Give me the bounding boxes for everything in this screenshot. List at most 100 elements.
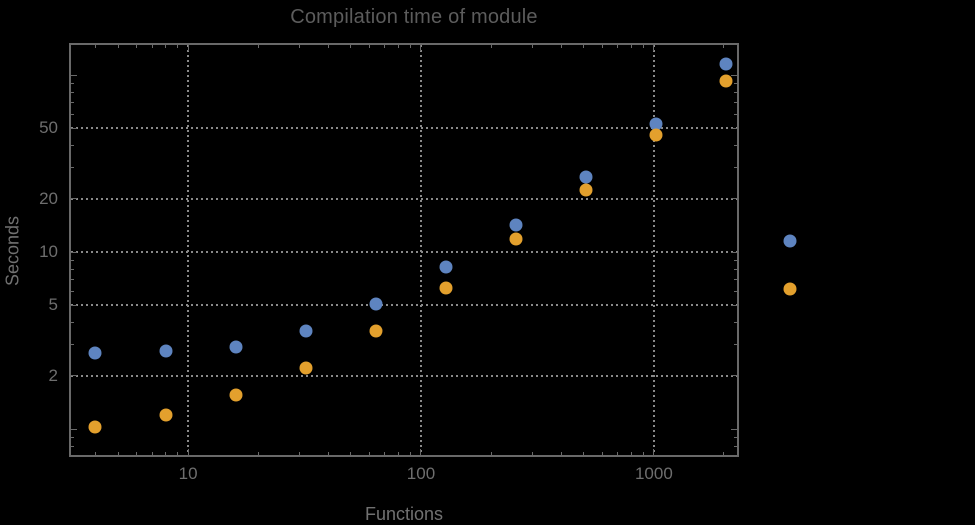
legend-marker-blue <box>783 234 797 248</box>
x-tick-top <box>350 45 352 48</box>
y-tick-left <box>71 375 77 377</box>
x-tick-bottom <box>409 452 411 455</box>
data-point-series-2-orange <box>509 232 523 246</box>
x-tick-label: 1000 <box>634 464 673 483</box>
vertical-gridline <box>652 45 655 455</box>
y-tick-right <box>731 428 737 430</box>
y-tick-left <box>71 279 74 280</box>
y-tick-right <box>734 113 737 115</box>
x-tick-bottom <box>490 452 492 455</box>
x-tick-top <box>165 45 167 48</box>
y-tick-right <box>731 251 737 253</box>
x-tick-top <box>257 45 259 48</box>
horizontal-gridline <box>71 304 737 307</box>
y-tick-right <box>734 279 737 280</box>
data-point-series-1-blue <box>649 117 663 131</box>
y-tick-left <box>71 145 74 147</box>
y-tick-label: 10 <box>39 242 58 262</box>
x-tick-top <box>531 45 533 48</box>
data-point-series-2-orange <box>439 281 453 295</box>
y-tick-left <box>71 113 74 115</box>
y-tick-left <box>71 344 74 346</box>
y-tick-right <box>731 375 737 377</box>
y-tick-left <box>71 436 74 438</box>
x-tick-bottom <box>187 449 189 455</box>
x-tick-bottom <box>176 452 178 455</box>
x-tick-top <box>397 45 399 48</box>
x-tick-bottom <box>368 452 370 455</box>
data-point-series-1-blue <box>579 170 593 184</box>
x-tick-bottom <box>350 452 352 455</box>
x-tick-bottom <box>583 452 585 455</box>
y-tick-right <box>734 436 737 438</box>
y-tick-left <box>71 268 74 270</box>
data-point-series-1-blue <box>509 218 523 232</box>
x-tick-bottom <box>151 452 153 455</box>
vertical-gridline <box>187 45 190 455</box>
y-tick-left <box>71 167 74 169</box>
data-point-series-2-orange <box>159 408 173 422</box>
x-tick-bottom <box>653 449 655 455</box>
horizontal-gridline <box>71 127 737 130</box>
y-tick-right <box>734 268 737 270</box>
x-tick-bottom <box>298 452 300 455</box>
x-tick-top <box>368 45 370 48</box>
y-tick-right <box>734 290 737 292</box>
x-tick-bottom <box>560 452 562 455</box>
x-tick-bottom <box>397 452 399 455</box>
x-tick-top <box>384 45 386 48</box>
y-tick-left <box>71 445 74 447</box>
plot-frame <box>69 43 739 457</box>
x-tick-bottom <box>617 452 619 455</box>
y-tick-right <box>731 198 737 200</box>
y-tick-right <box>734 82 737 84</box>
x-tick-label: 10 <box>178 464 198 483</box>
x-tick-top <box>583 45 585 48</box>
x-axis-label: Functions <box>364 504 444 524</box>
y-tick-right <box>734 167 737 169</box>
x-tick-top <box>630 45 632 48</box>
data-point-series-1-blue <box>159 344 173 358</box>
y-tick-right <box>734 322 737 324</box>
x-tick-bottom <box>257 452 259 455</box>
y-tick-right <box>734 445 737 447</box>
y-tick-right <box>734 102 737 104</box>
x-tick-bottom <box>531 452 533 455</box>
x-tick-top <box>420 45 422 51</box>
x-tick-bottom <box>642 452 644 455</box>
data-point-series-1-blue <box>719 57 733 71</box>
x-tick-bottom <box>723 452 725 455</box>
data-point-series-2-orange <box>719 74 733 88</box>
horizontal-gridline <box>71 197 737 200</box>
x-tick-top <box>490 45 492 48</box>
y-tick-left <box>71 290 74 292</box>
y-tick-left <box>71 82 74 84</box>
data-point-series-2-orange <box>299 361 313 375</box>
x-tick-bottom <box>327 452 329 455</box>
data-point-series-2-orange <box>579 183 593 197</box>
x-tick-bottom <box>117 452 119 455</box>
x-tick-top <box>94 45 96 48</box>
y-tick-right <box>731 74 737 76</box>
y-tick-left <box>71 455 74 457</box>
x-tick-bottom <box>384 452 386 455</box>
y-tick-label: 2 <box>48 365 58 385</box>
data-point-series-1-blue <box>229 340 243 354</box>
x-tick-top <box>617 45 619 48</box>
x-tick-bottom <box>165 452 167 455</box>
x-tick-top <box>560 45 562 48</box>
data-point-series-2-orange <box>649 128 663 142</box>
chart-title: Compilation time of module <box>290 6 538 28</box>
x-tick-bottom <box>135 452 137 455</box>
y-tick-right <box>734 145 737 147</box>
y-tick-right <box>731 304 737 306</box>
y-tick-right <box>734 91 737 93</box>
x-tick-top <box>723 45 725 48</box>
y-tick-left <box>71 91 74 93</box>
x-tick-label: 100 <box>406 464 436 483</box>
x-tick-bottom <box>94 452 96 455</box>
vertical-gridline <box>419 45 422 455</box>
data-point-series-1-blue <box>369 297 383 311</box>
x-tick-bottom <box>420 449 422 455</box>
y-tick-label: 5 <box>48 295 58 315</box>
